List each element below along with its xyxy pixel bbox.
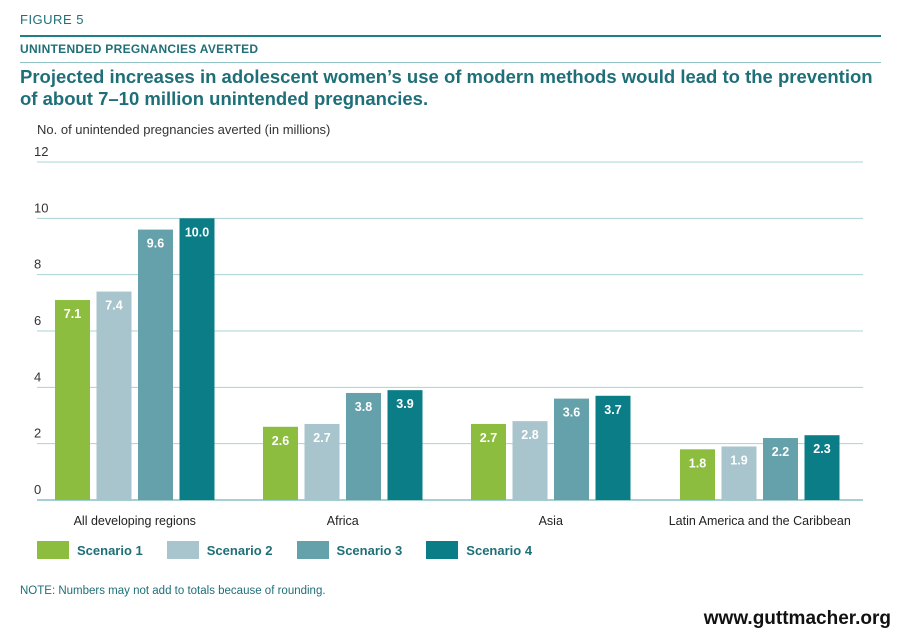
footnote: NOTE: Numbers may not add to totals beca… bbox=[20, 585, 326, 597]
y-tick-label: 8 bbox=[34, 257, 41, 272]
x-category-label: Asia bbox=[539, 514, 563, 528]
y-tick-label: 10 bbox=[34, 200, 48, 215]
bar bbox=[96, 291, 132, 500]
bar bbox=[304, 423, 340, 500]
bar-value-label: 3.9 bbox=[396, 397, 413, 411]
bar-value-label: 10.0 bbox=[185, 225, 209, 239]
y-tick-label: 4 bbox=[34, 369, 41, 384]
bar-value-label: 2.6 bbox=[272, 434, 289, 448]
legend-label: Scenario 1 bbox=[77, 542, 143, 558]
figure-label: FIGURE 5 bbox=[20, 12, 84, 27]
bar-value-label: 2.8 bbox=[521, 428, 538, 442]
bar-value-label: 7.1 bbox=[64, 307, 81, 321]
legend-swatch bbox=[296, 541, 329, 559]
bar-chart: 0 2 4 6 8 10 12 7.1 7.4 9.6 10.0 All developing reg… bbox=[34, 144, 863, 528]
y-tick-label: 2 bbox=[34, 426, 41, 441]
bar bbox=[138, 229, 173, 500]
bar bbox=[263, 426, 298, 500]
bar bbox=[512, 421, 548, 500]
legend-item-scenario-2: Scenario 2 bbox=[166, 541, 273, 559]
bar-value-label: 1.8 bbox=[689, 456, 706, 470]
bar bbox=[721, 446, 757, 500]
y-tick-label: 12 bbox=[34, 144, 48, 159]
top-rule bbox=[20, 35, 881, 37]
legend-swatch bbox=[37, 541, 69, 559]
chart-headline: Projected increases in adolescent women’… bbox=[20, 66, 873, 109]
bar-value-label: 2.7 bbox=[313, 431, 330, 445]
bar-value-label: 3.8 bbox=[355, 400, 372, 414]
bar-value-label: 2.3 bbox=[813, 442, 830, 456]
bar bbox=[680, 449, 715, 500]
section-title: UNINTENDED PREGNANCIES AVERTED bbox=[20, 42, 259, 56]
bar bbox=[554, 398, 589, 500]
legend: Scenario 1 Scenario 2 Scenario 3 Scenari… bbox=[37, 541, 556, 559]
y-axis-label: No. of unintended pregnancies averted (i… bbox=[37, 122, 331, 137]
bar-value-label: 1.9 bbox=[730, 453, 747, 467]
bar bbox=[595, 395, 631, 500]
x-category-label: All developing regions bbox=[74, 514, 196, 528]
bar bbox=[804, 435, 840, 500]
bar-value-label: 2.7 bbox=[480, 431, 497, 445]
bar bbox=[471, 423, 506, 500]
legend-item-scenario-1: Scenario 1 bbox=[37, 541, 143, 559]
bar-value-label: 2.2 bbox=[772, 445, 789, 459]
bar bbox=[763, 438, 798, 500]
bar-value-label: 9.6 bbox=[147, 237, 164, 251]
legend-label: Scenario 4 bbox=[466, 542, 533, 558]
legend-swatch bbox=[166, 541, 199, 559]
y-tick-label: 6 bbox=[34, 313, 41, 328]
bar bbox=[55, 300, 90, 500]
legend-item-scenario-3: Scenario 3 bbox=[296, 541, 403, 559]
legend-swatch bbox=[426, 541, 459, 559]
bar bbox=[346, 392, 381, 500]
x-category-label: Latin America and the Caribbean bbox=[669, 514, 851, 528]
section-rule bbox=[20, 62, 881, 63]
legend-label: Scenario 3 bbox=[336, 542, 403, 558]
bar-value-label: 3.7 bbox=[604, 403, 621, 417]
legend-item-scenario-4: Scenario 4 bbox=[426, 541, 532, 559]
legend-label: Scenario 2 bbox=[206, 542, 273, 558]
bar-value-label: 7.4 bbox=[105, 299, 122, 313]
x-category-label: Africa bbox=[327, 514, 359, 528]
source-url[interactable]: www.guttmacher.org bbox=[703, 608, 891, 629]
bar bbox=[387, 390, 423, 500]
bar bbox=[179, 218, 215, 501]
bar-value-label: 3.6 bbox=[563, 406, 580, 420]
y-tick-label: 0 bbox=[34, 482, 41, 497]
